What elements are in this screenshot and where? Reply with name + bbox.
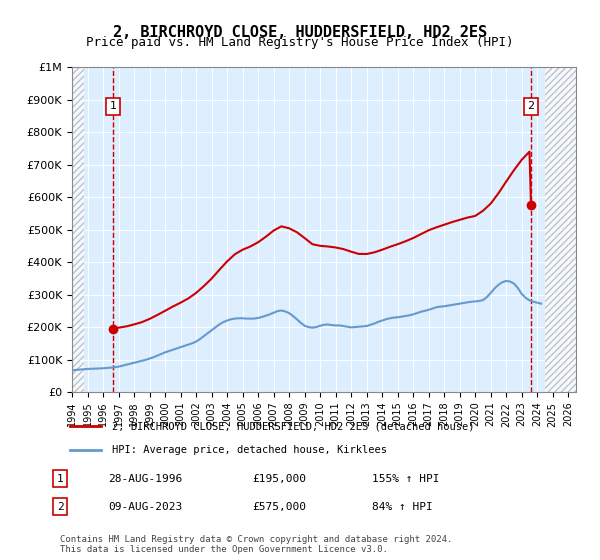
Text: 1: 1 <box>56 474 64 484</box>
Text: 09-AUG-2023: 09-AUG-2023 <box>108 502 182 512</box>
Text: 84% ↑ HPI: 84% ↑ HPI <box>372 502 433 512</box>
Text: 155% ↑ HPI: 155% ↑ HPI <box>372 474 439 484</box>
Text: £575,000: £575,000 <box>252 502 306 512</box>
Text: Contains HM Land Registry data © Crown copyright and database right 2024.
This d: Contains HM Land Registry data © Crown c… <box>60 535 452 554</box>
Text: 2: 2 <box>527 101 535 111</box>
Text: HPI: Average price, detached house, Kirklees: HPI: Average price, detached house, Kirk… <box>112 445 386 455</box>
Text: 1: 1 <box>110 101 116 111</box>
Text: 2: 2 <box>56 502 64 512</box>
Text: 2, BIRCHROYD CLOSE, HUDDERSFIELD, HD2 2ES (detached house): 2, BIRCHROYD CLOSE, HUDDERSFIELD, HD2 2E… <box>112 421 474 431</box>
Text: Price paid vs. HM Land Registry's House Price Index (HPI): Price paid vs. HM Land Registry's House … <box>86 36 514 49</box>
Text: 2, BIRCHROYD CLOSE, HUDDERSFIELD, HD2 2ES: 2, BIRCHROYD CLOSE, HUDDERSFIELD, HD2 2E… <box>113 25 487 40</box>
Text: £195,000: £195,000 <box>252 474 306 484</box>
Text: 28-AUG-1996: 28-AUG-1996 <box>108 474 182 484</box>
